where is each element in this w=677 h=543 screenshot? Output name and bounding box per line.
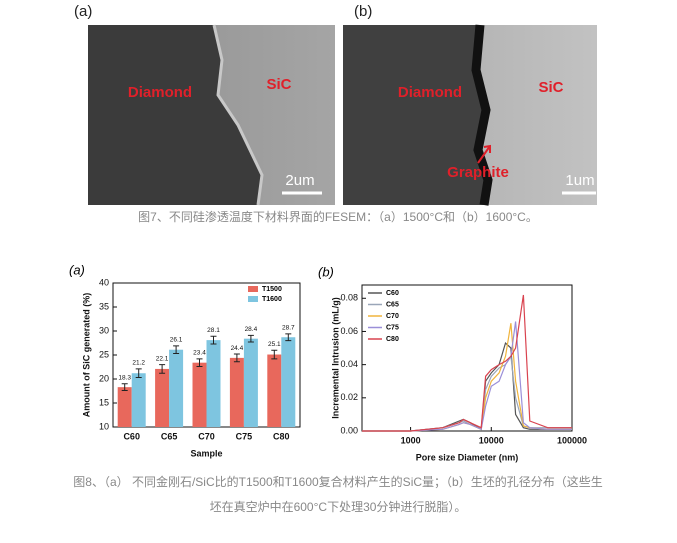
bar	[169, 349, 184, 427]
data-label: 21.2	[132, 360, 145, 367]
y-tick-label: 35	[99, 301, 109, 311]
y-tick-label: 20	[99, 373, 109, 383]
bar	[267, 354, 282, 427]
x-tick-label: C60	[123, 431, 140, 441]
legend-label: T1600	[262, 296, 282, 303]
panel-label: (b)	[354, 3, 372, 20]
legend-label: C65	[386, 301, 399, 308]
bar	[192, 362, 207, 427]
x-tick-label: 1000	[401, 435, 421, 445]
bar	[131, 373, 146, 427]
data-label: 24.4	[231, 345, 244, 352]
bar	[243, 338, 258, 427]
y-tick-label: 0.06	[340, 326, 358, 336]
y-axis-label: Incremental Intrusion (mL/g)	[330, 297, 340, 419]
legend-label: T1500	[262, 286, 282, 293]
error-bar	[159, 364, 166, 374]
legend-label: C75	[386, 324, 399, 331]
error-bar	[271, 349, 278, 360]
x-tick-label: 10000	[479, 435, 504, 445]
legend-label: C70	[386, 313, 399, 320]
series-line	[362, 354, 572, 432]
data-label: 28.4	[245, 326, 258, 333]
data-label: 22.1	[156, 355, 169, 362]
x-tick-label: C65	[161, 431, 178, 441]
y-tick-label: 25	[99, 349, 109, 359]
y-tick-label: 40	[99, 277, 109, 287]
error-bar	[173, 345, 180, 355]
x-tick-label: C70	[198, 431, 215, 441]
data-label: 26.1	[170, 337, 183, 344]
bar	[229, 357, 244, 427]
error-bar	[196, 358, 203, 368]
legend-label: C80	[386, 336, 399, 343]
x-axis-label: Pore size Diameter (nm)	[416, 452, 519, 462]
x-tick-label: C80	[273, 431, 290, 441]
bar	[206, 340, 221, 427]
error-bar	[135, 368, 142, 379]
bar	[281, 337, 296, 427]
panel-label: (a)	[74, 3, 92, 20]
legend-swatch	[248, 296, 258, 302]
label: Diamond	[398, 84, 462, 101]
x-tick-label: 100000	[557, 435, 587, 445]
bar	[117, 387, 132, 427]
label: Graphite	[447, 164, 509, 181]
error-bar	[233, 353, 240, 363]
panel-label: (b)	[318, 264, 334, 279]
error-bar	[121, 383, 128, 392]
legend-swatch	[248, 286, 258, 292]
legend-label: C60	[386, 290, 399, 297]
data-label: 18.3	[118, 375, 131, 382]
scale-label: 1um	[565, 172, 594, 189]
data-label: 23.4	[193, 350, 206, 357]
series-line	[362, 294, 572, 432]
sem-image-b: Diamond SiC Graphite 1um	[343, 24, 597, 206]
panel-label: (a)	[69, 262, 85, 277]
error-bar	[247, 334, 254, 343]
caption: 图7、不同硅渗透温度下材料界面的FESEM：（a）1500°C和（b）1600°…	[138, 209, 538, 224]
error-bar	[210, 335, 217, 345]
label: SiC	[538, 79, 563, 96]
sem-image-a: Diamond SiC 2um	[88, 24, 335, 206]
y-tick-label: 0.00	[340, 425, 358, 435]
y-tick-label: 0.04	[340, 359, 358, 369]
series-line	[362, 342, 572, 432]
scale-label: 2um	[285, 172, 314, 189]
x-tick-label: C75	[236, 431, 253, 441]
series-line	[362, 321, 572, 432]
caption: 坯在真空炉中在600°C下处理30分钟进行脱脂）。	[210, 499, 467, 514]
y-tick-label: 10	[99, 421, 109, 431]
data-label: 28.7	[282, 325, 295, 332]
y-tick-label: 0.02	[340, 392, 358, 402]
data-label: 25.1	[268, 341, 281, 348]
data-label: 28.1	[207, 327, 220, 334]
y-axis-label: Amount of SiC generated (%)	[81, 293, 91, 418]
y-tick-label: 30	[99, 325, 109, 335]
bar	[155, 368, 170, 427]
error-bar	[285, 333, 292, 342]
y-tick-label: 15	[99, 397, 109, 407]
x-axis-label: Sample	[190, 448, 222, 458]
caption: 图8、（a） 不同金刚石/SiC比的T1500和T1600复合材料产生的SiC量…	[73, 474, 602, 489]
plot-frame	[361, 284, 573, 432]
y-tick-label: 0.08	[340, 293, 358, 303]
label: Diamond	[128, 84, 192, 101]
label: SiC	[266, 76, 291, 93]
